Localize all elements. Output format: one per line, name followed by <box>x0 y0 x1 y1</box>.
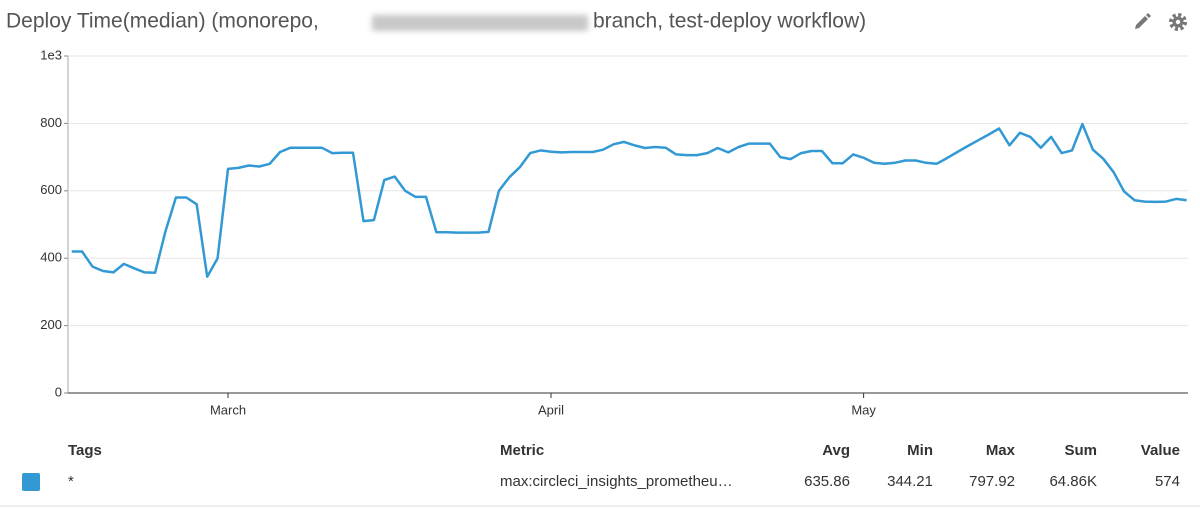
legend-header: Tags <box>68 442 102 459</box>
legend-header: Min <box>907 442 933 459</box>
edit-icon[interactable] <box>1135 13 1151 29</box>
legend-cell: 797.92 <box>969 473 1015 490</box>
legend-cell: max:circleci_insights_prometheu… <box>500 473 733 490</box>
y-tick-label: 800 <box>40 115 62 130</box>
legend-cell: 64.86K <box>1049 473 1097 490</box>
legend-header: Value <box>1141 442 1180 459</box>
x-tick-label: April <box>538 402 564 417</box>
legend-header: Avg <box>822 442 850 459</box>
legend-cell: 574 <box>1155 473 1180 490</box>
y-tick-label: 0 <box>55 384 62 399</box>
legend-cell: 635.86 <box>804 473 850 490</box>
data-line <box>71 122 1187 278</box>
legend-header: Sum <box>1064 442 1097 459</box>
y-tick-label: 600 <box>40 182 62 197</box>
y-tick-label: 1e3 <box>40 47 62 62</box>
chart-title: branch, test-deploy workflow) <box>593 10 866 33</box>
legend-cell: 344.21 <box>887 473 933 490</box>
chart-title: Deploy Time(median) (monorepo, <box>6 10 319 33</box>
y-tick-label: 400 <box>40 250 62 265</box>
legend-swatch <box>22 473 40 491</box>
settings-icon[interactable] <box>1169 13 1187 31</box>
legend-header: Max <box>986 442 1016 459</box>
x-tick-label: May <box>851 402 876 417</box>
legend-header: Metric <box>500 442 544 459</box>
y-tick-label: 200 <box>40 317 62 332</box>
legend-cell: * <box>68 473 74 490</box>
x-tick-label: March <box>210 402 246 417</box>
redacted <box>372 15 588 31</box>
